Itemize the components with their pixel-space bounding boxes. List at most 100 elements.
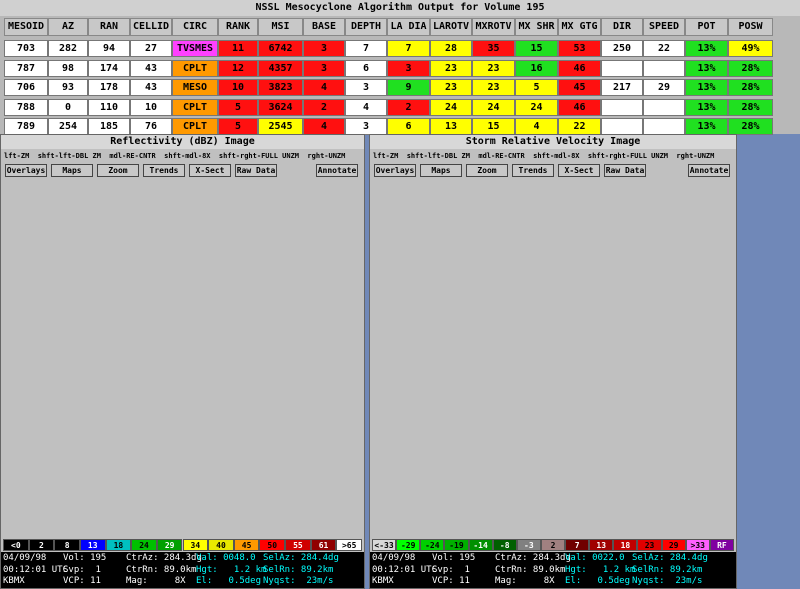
legend-swatch: 7 [565, 539, 590, 551]
table-cell: 4357 [258, 59, 303, 77]
table-cell: 788 [4, 98, 48, 116]
table-cell: 46 [558, 59, 601, 77]
column-header: POSW [728, 18, 773, 36]
table-cell: 12 [218, 59, 258, 77]
table-cell: 13 [430, 118, 472, 135]
table-cell: MESO [172, 79, 218, 96]
legend-swatch: 13 [79, 539, 106, 551]
table-cell: 789 [4, 118, 48, 135]
image-panel: Reflectivity (dBZ) Image lft-ZM shft-lft-… [0, 134, 365, 589]
status-field: SelAz: 284.4dg [263, 553, 339, 563]
table-cell: 15 [472, 118, 515, 135]
panel-title: Reflectivity (dBZ) Image [1, 135, 364, 149]
column-header: MX SHR [515, 18, 558, 36]
table-cell: 24 [515, 98, 558, 116]
table-cell: 13% [685, 40, 728, 57]
table-cell: 23 [430, 79, 472, 96]
status-field: SelRn: 89.2km [632, 564, 703, 575]
table-cell: 174 [88, 59, 130, 77]
legend-swatch: -24 [420, 539, 445, 551]
algorithm-window: NSSL Mesocyclone Algorithm Output for Vo… [0, 0, 800, 135]
column-header: RANK [218, 18, 258, 36]
table-cell: 3 [303, 59, 345, 77]
table-cell [601, 98, 643, 116]
table-cell: 13% [685, 79, 728, 96]
status-field: El: 0.5deg [196, 576, 262, 586]
table-cell: 13% [685, 98, 728, 116]
table-cell: 706 [4, 79, 48, 96]
toolbar-button[interactable]: Overlays [374, 164, 416, 177]
legend-swatch: >65 [336, 539, 362, 551]
table-cell: 22 [558, 118, 601, 135]
table-cell: 185 [88, 118, 130, 135]
status-field: Hgt: 1.2 km [196, 564, 267, 575]
toolbar-button[interactable]: Overlays [5, 164, 47, 177]
status-field: Vol: 195 [432, 553, 476, 563]
table-cell: 43 [130, 59, 172, 77]
window-title: NSSL Mesocyclone Algorithm Output for Vo… [0, 0, 800, 16]
toolbar-button[interactable]: Zoom [466, 164, 508, 177]
toolbar-button[interactable]: X-Sect [189, 164, 231, 177]
legend-swatch: -3 [516, 539, 541, 551]
toolbar-button[interactable]: Annotate [688, 164, 730, 177]
status-field: Mag: 8X [126, 576, 186, 586]
table-cell: 7 [345, 40, 387, 57]
legend-swatch: 18 [613, 539, 638, 551]
column-header: MSI [258, 18, 303, 36]
column-header: MX GTG [558, 18, 601, 36]
column-header: CIRC [172, 18, 218, 36]
toolbar-button[interactable]: Raw Data [235, 164, 277, 177]
table-cell [643, 98, 685, 116]
table-cell: 4 [303, 79, 345, 96]
table-cell: 23 [430, 59, 472, 77]
status-field: Nyqst: 23m/s [263, 576, 334, 586]
table-cell: 5 [218, 118, 258, 135]
table-cell: TVSMES [172, 40, 218, 57]
table-cell: 35 [472, 40, 515, 57]
table-cell [643, 59, 685, 77]
toolbar-button[interactable]: Trends [143, 164, 185, 177]
table-cell: 24 [472, 98, 515, 116]
column-header: MESOID [4, 18, 48, 36]
column-header: AZ [48, 18, 88, 36]
status-field: Val: 0048.0 [196, 553, 256, 563]
table-cell: 27 [130, 40, 172, 57]
table-cell: 3823 [258, 79, 303, 96]
table-cell: 28% [728, 79, 773, 96]
toolbar-button[interactable]: Maps [51, 164, 93, 177]
table-cell: 98 [48, 59, 88, 77]
table-cell: 4 [515, 118, 558, 135]
toolbar-button[interactable]: Raw Data [604, 164, 646, 177]
table-cell: 13% [685, 118, 728, 135]
status-field: Vol: 195 [63, 553, 107, 563]
legend-swatch: <0 [3, 539, 29, 551]
table-cell: 5 [515, 79, 558, 96]
legend-swatch: 50 [259, 539, 286, 551]
table-cell: 76 [130, 118, 172, 135]
table-cell: 787 [4, 59, 48, 77]
status-field: Mag: 8X [495, 576, 555, 586]
toolbar-button[interactable]: X-Sect [558, 164, 600, 177]
toolbar-button[interactable]: Annotate [316, 164, 358, 177]
legend-swatch: 2 [28, 539, 55, 551]
column-header: POT [685, 18, 728, 36]
table-cell: 5 [218, 98, 258, 116]
panel-title: Storm Relative Velocity Image [370, 135, 736, 149]
status-field: CtrAz: 284.3dg [495, 553, 571, 563]
status-field: SelRn: 89.2km [263, 564, 334, 575]
table-cell: 703 [4, 40, 48, 57]
toolbar-button[interactable]: Maps [420, 164, 462, 177]
status-field: Svp: 1 [432, 564, 470, 575]
table-cell: 2545 [258, 118, 303, 135]
legend-swatch: 61 [310, 539, 337, 551]
legend-swatch: 23 [637, 539, 662, 551]
toolbar-button[interactable]: Trends [512, 164, 554, 177]
table-cell: 6 [345, 59, 387, 77]
legend-swatch: 13 [589, 539, 614, 551]
table-cell: 16 [515, 59, 558, 77]
toolbar-button[interactable]: Zoom [97, 164, 139, 177]
table-cell: 3 [345, 79, 387, 96]
column-header: DIR [601, 18, 643, 36]
table-cell: 93 [48, 79, 88, 96]
status-field: 00:12:01 UTC [372, 564, 438, 575]
